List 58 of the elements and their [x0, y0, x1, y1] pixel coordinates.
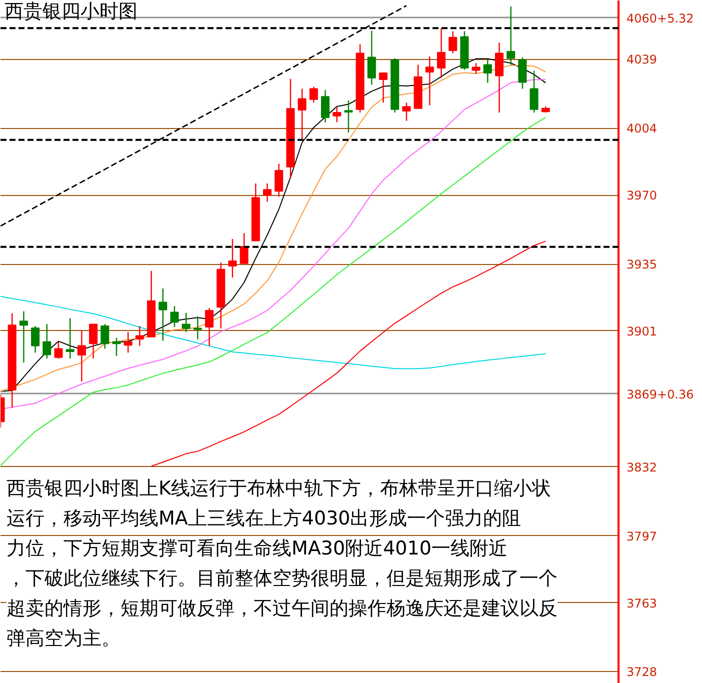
annotation: 超卖的情形，短期可做反弹，不过午间的操作杨逸庆还是建议以反 — [6, 598, 558, 620]
candlestick — [54, 341, 63, 360]
candlestick — [124, 331, 132, 354]
candlestick — [89, 323, 98, 360]
candlestick — [112, 337, 121, 357]
candlestick — [240, 232, 248, 264]
y-tick-label: 3901 — [626, 324, 658, 338]
y-tick-label: 4060+5.32 — [626, 11, 694, 26]
candlestick — [19, 310, 28, 364]
line-series — [0, 296, 546, 370]
candlestick — [472, 62, 480, 74]
y-tick-label: 3935 — [626, 258, 658, 272]
candlestick — [309, 86, 318, 104]
candlestick — [42, 323, 52, 360]
candlestick — [31, 325, 40, 354]
candlestick — [483, 59, 492, 84]
annotation: 运行，移动平均线MA上三线在上方4030出形成一个强力的阻 — [6, 508, 522, 530]
candlestick — [530, 70, 538, 114]
candlestick — [436, 28, 446, 78]
candlestick — [367, 30, 376, 86]
chart-title: 西贵银四小时图 — [4, 0, 138, 22]
line-series — [0, 116, 546, 466]
candlestick — [494, 42, 504, 114]
candlestick — [100, 323, 110, 350]
candlestick — [402, 102, 411, 122]
candlestick — [77, 330, 86, 382]
y-tick-label: 3728 — [626, 665, 658, 680]
line-series — [150, 240, 546, 467]
candlestick — [66, 318, 74, 360]
candlestick — [298, 88, 306, 140]
candlestick — [448, 30, 458, 54]
y-tick-label: 3797 — [626, 529, 658, 544]
candlestick — [379, 72, 388, 104]
candlestick — [182, 312, 190, 333]
annotation: 力位，下方短期支撑可看向生命线MA30附近4010一线附近 — [6, 538, 508, 560]
annotation: 弹高空为主。 — [6, 628, 120, 650]
candlestick — [344, 100, 353, 134]
candlestick — [518, 56, 527, 90]
y-tick-label: 4004 — [626, 122, 658, 136]
candlestick — [263, 182, 272, 202]
candlestick — [332, 106, 342, 123]
annotation: 西贵银四小时图上K线运行于布林中轨下方，布林带呈开口缩小状 — [6, 478, 551, 500]
candlestick — [506, 6, 516, 66]
candlestick — [193, 316, 202, 340]
candlestick — [321, 90, 330, 124]
candlestick — [158, 288, 168, 342]
candlestick — [274, 163, 284, 198]
y-tick-label: 3869+0.36 — [626, 387, 694, 402]
annotation: ，下破此位继续下行。目前整体空势很明显，但是短期形成了一个 — [6, 568, 558, 590]
y-tick-label: 3970 — [626, 188, 658, 203]
y-tick-label: 3832 — [626, 460, 658, 474]
candlestick — [135, 325, 144, 347]
candlestick — [228, 238, 237, 278]
candlestick — [170, 306, 179, 328]
candlestick — [205, 307, 214, 347]
y-tick-label: 4039 — [626, 52, 658, 67]
y-tick-label: 3763 — [626, 596, 658, 610]
candlestick — [425, 56, 434, 106]
